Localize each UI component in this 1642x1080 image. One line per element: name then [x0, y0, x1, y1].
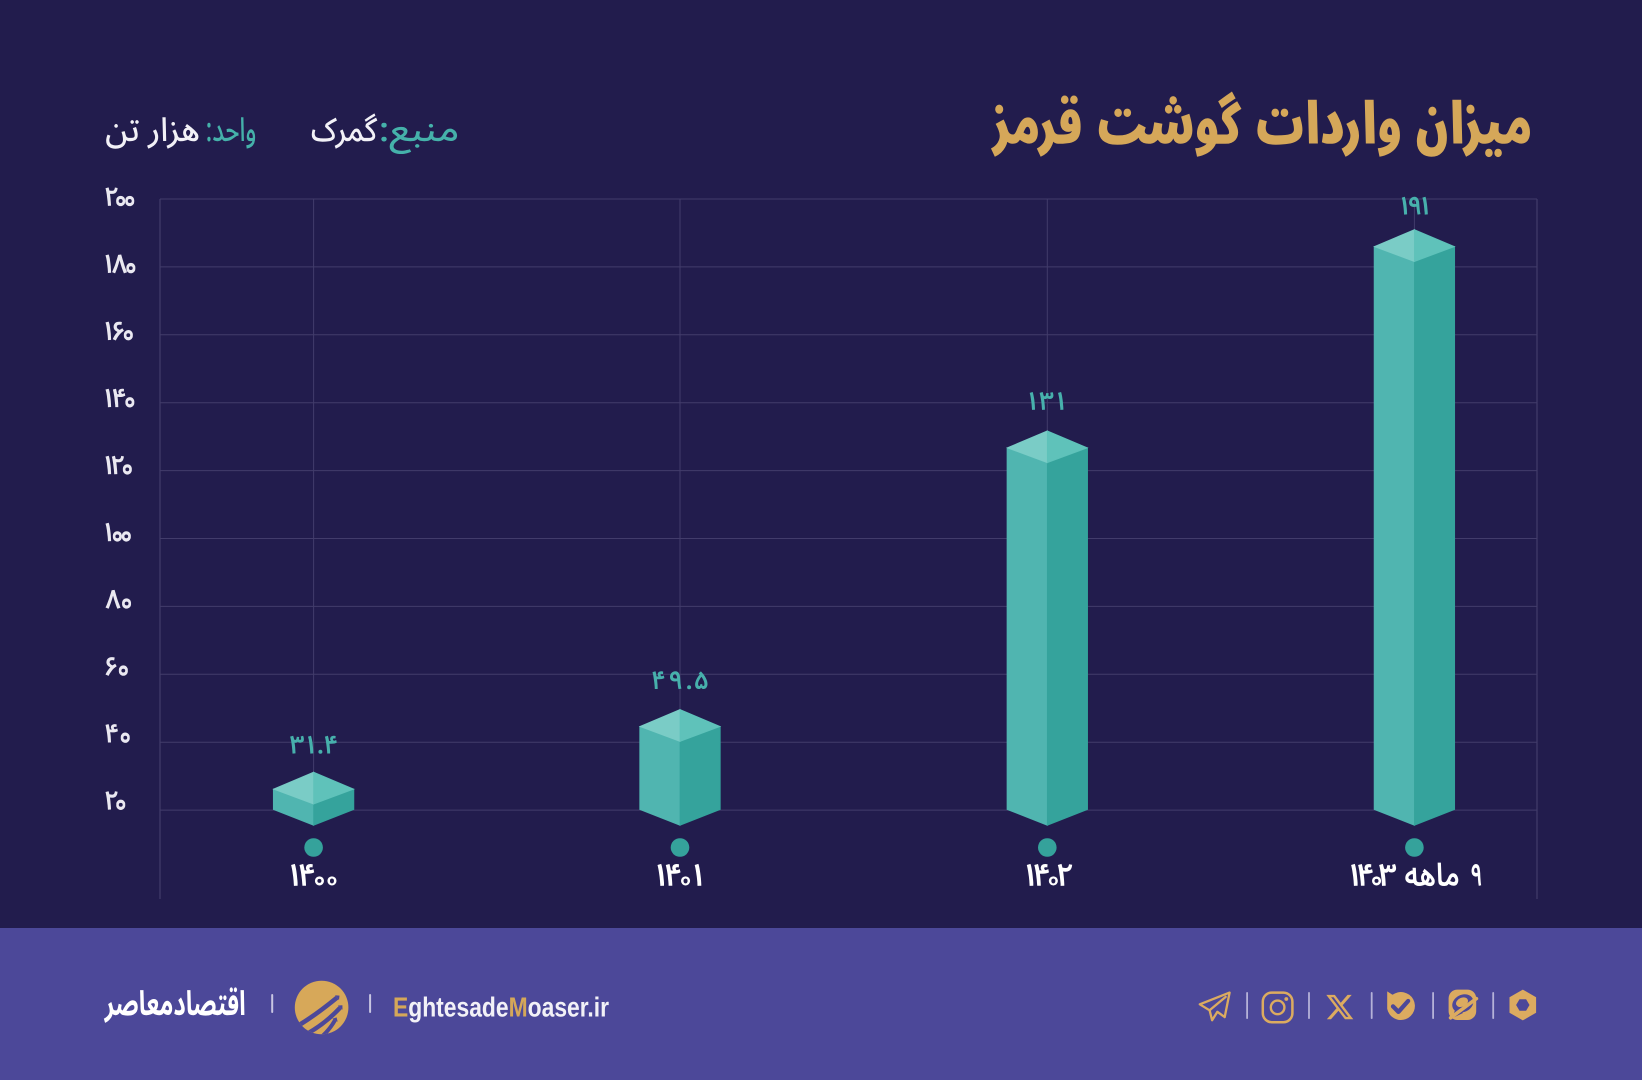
svg-text:EghtesadeMoaser.ir: EghtesadeMoaser.ir	[393, 992, 609, 1023]
